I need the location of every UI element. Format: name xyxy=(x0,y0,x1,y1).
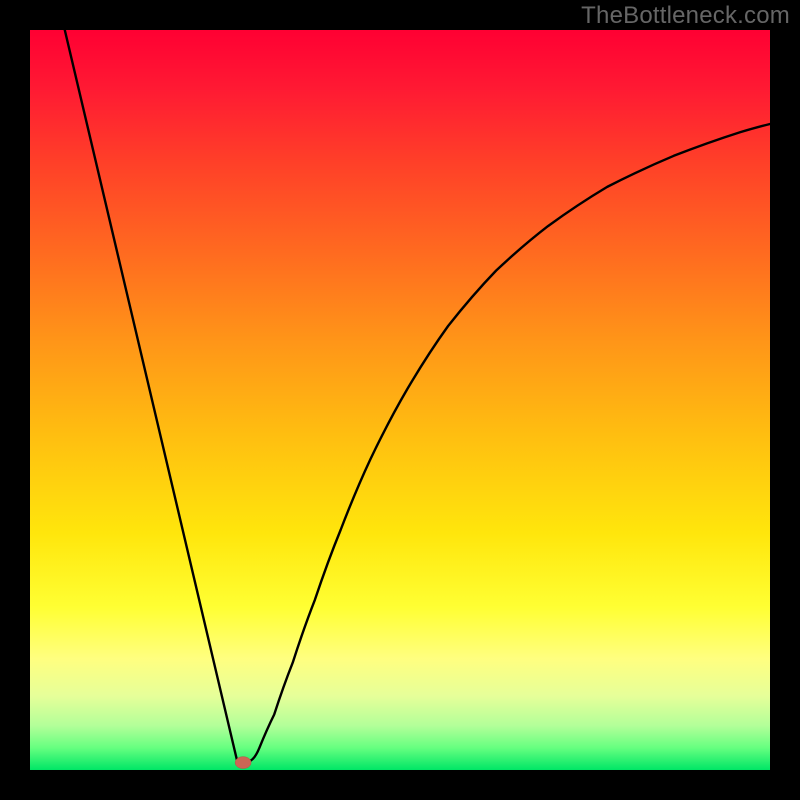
chart-container: TheBottleneck.com xyxy=(0,0,800,800)
watermark-text: TheBottleneck.com xyxy=(581,2,790,30)
bottleneck-chart xyxy=(0,0,800,800)
minimum-marker xyxy=(235,757,251,769)
